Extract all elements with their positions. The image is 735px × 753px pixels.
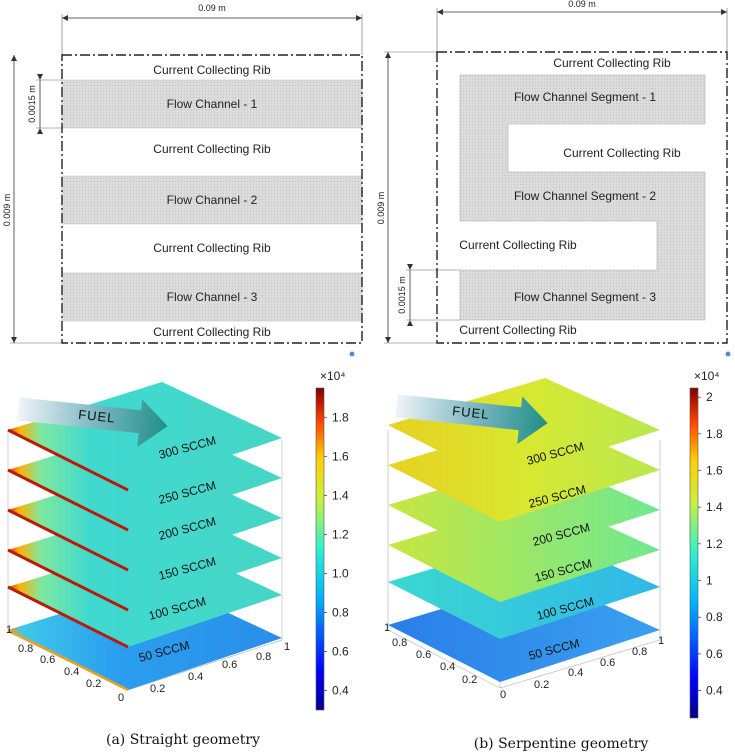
colorbar-tick-label: 1.2 (332, 527, 349, 541)
colorbar-tick-label: 0.4 (332, 683, 349, 697)
channel-dimension-label: 0.0015 m (27, 85, 37, 123)
segment-label: Flow Channel Segment - 3 (514, 290, 656, 304)
colorbar-tick-label: 1 (706, 574, 713, 588)
axis-tick: 1 (284, 641, 290, 653)
flow-channel-2 (61, 175, 363, 225)
axis-tick: 0.2 (462, 674, 477, 686)
segment-label: Flow Channel Segment - 1 (514, 90, 656, 104)
band-label: Flow Channel - 1 (167, 97, 258, 111)
axis-tick: 0.6 (222, 659, 237, 671)
colorbar-tick-label: 1.8 (332, 410, 349, 424)
segment-label: Current Collecting Rib (563, 146, 681, 160)
marker-dot (349, 351, 355, 357)
colorbar-tick-label: 0.6 (706, 647, 723, 661)
axis-tick: 0 (118, 692, 124, 704)
serpentine-channel (459, 74, 706, 321)
colorbar-tick-label: 1.4 (706, 500, 723, 514)
axis-tick: 1 (6, 624, 12, 636)
colorbar-tick-label: 1.0 (332, 566, 349, 580)
axis-tick: 0.8 (632, 646, 647, 658)
colorbar-tick-label: 0.8 (332, 605, 349, 619)
caption-serpentine: (b) Serpentine geometry (474, 736, 649, 752)
axis-tick: 0.8 (392, 637, 407, 649)
axis-tick: 0.6 (40, 654, 55, 666)
serpentine-outline (436, 51, 728, 344)
band-label: Flow Channel - 2 (167, 193, 258, 207)
serpentine-colorbar: ×10⁴ 2 1.8 1.6 1.4 1.2 1 0.8 0.6 0.4 (689, 369, 723, 719)
height-dimension-label: 0.009 m (376, 192, 386, 225)
colorbar-gradient (315, 387, 325, 711)
serpentine-3d-plot: FUEL 300 SCCM 250 SCCM 200 SCCM 150 SCCM… (384, 378, 664, 701)
colorbar-tick-label: 1.8 (706, 427, 723, 441)
band-label: Current Collecting Rib (153, 142, 271, 156)
straight-3d-plot: FUEL 300 SCCM 250 SCCM 200 SCCM 150 SCCM… (6, 382, 290, 704)
marker-dot (725, 351, 731, 357)
segment-label: Current Collecting Rib (459, 238, 577, 252)
axis-tick: 1 (658, 635, 664, 647)
colorbar-tick-label: 2 (706, 390, 713, 404)
fuel-arrow (395, 394, 548, 445)
colorbar-tick-label: 1.6 (332, 449, 349, 463)
colorbar-tick-label: 0.8 (706, 610, 723, 624)
fuel-arrow (17, 397, 168, 448)
straight-colorbar: ×10⁴ 1.8 1.6 1.4 1.2 1.0 0.8 0.6 0.4 (315, 369, 349, 711)
segment-label: Current Collecting Rib (553, 56, 671, 70)
band-label: Current Collecting Rib (153, 63, 271, 77)
width-dimension-label: 0.09 m (198, 3, 226, 13)
height-dimension-label: 0.009 m (2, 194, 12, 227)
flow-channel-1 (61, 79, 363, 129)
axis-tick: 0.2 (534, 679, 549, 691)
colorbar-tick-label: 1.2 (706, 537, 723, 551)
band-label: Current Collecting Rib (153, 241, 271, 255)
axis-tick: 0 (500, 689, 506, 701)
colorbar-tick-label: 0.6 (332, 644, 349, 658)
axis-tick: 0.4 (188, 671, 203, 683)
axis-tick: 0.6 (600, 657, 615, 669)
axis-tick: 0.2 (86, 678, 101, 690)
axis-tick: 0.6 (416, 649, 431, 661)
axis-tick: 0.4 (568, 667, 583, 679)
segment-label: Flow Channel Segment - 2 (514, 189, 656, 203)
colorbar-tick-label: 0.4 (706, 684, 723, 698)
fuel-label: FUEL (452, 403, 491, 422)
band-label: Current Collecting Rib (153, 325, 271, 339)
flow-channel-3 (61, 272, 363, 322)
straight-schematic: 0.09 m 0.009 m 0.0015 m Current Collecti… (2, 3, 363, 344)
colorbar-tick-label: 1.6 (706, 464, 723, 478)
colorbar-exponent: ×10⁴ (694, 369, 720, 383)
axis-tick: 0.4 (64, 666, 79, 678)
colorbar-exponent: ×10⁴ (320, 369, 346, 383)
colorbar-gradient (689, 387, 699, 719)
axis-tick: 0.8 (18, 643, 33, 655)
width-dimension-label: 0.09 m (568, 0, 596, 9)
band-label: Flow Channel - 3 (167, 290, 258, 304)
colorbar-tick-label: 1.4 (332, 488, 349, 502)
channel-dimension-label: 0.0015 m (397, 276, 407, 314)
axis-tick: 1 (384, 622, 390, 634)
axis-tick: 0.8 (256, 651, 271, 663)
segment-label: Current Collecting Rib (459, 323, 577, 337)
fuel-label: FUEL (78, 407, 117, 426)
axis-tick: 0.2 (150, 683, 165, 695)
straight-outline (61, 54, 363, 344)
serpentine-schematic: 0.09 m 0.009 m 0.0015 m Current Collecti… (349, 0, 731, 357)
caption-straight: (a) Straight geometry (106, 732, 260, 748)
axis-tick: 0.4 (440, 661, 455, 673)
